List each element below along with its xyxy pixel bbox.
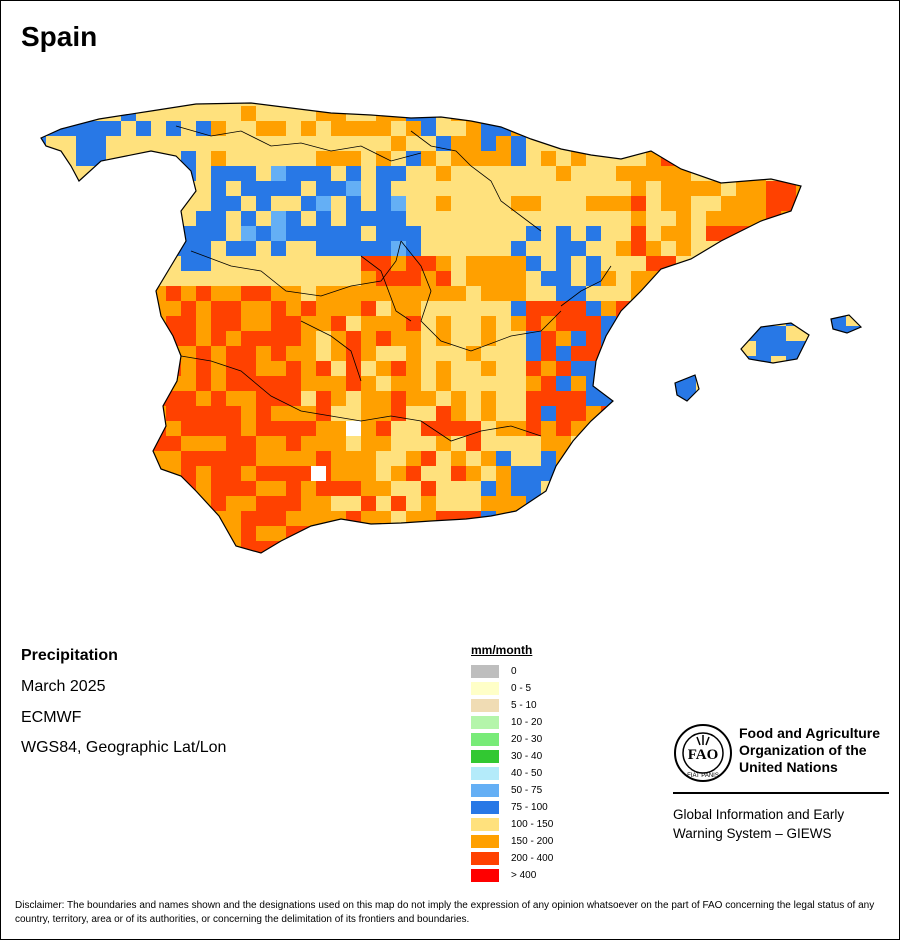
balearic-islands-grid [675,315,861,401]
precipitation-map [40,102,863,554]
legend-label: 50 - 75 [511,785,543,796]
legend-item: > 400 [471,867,536,884]
legend-item: 20 - 30 [471,731,542,748]
legend-swatch [471,750,499,763]
legend: mm/month 0 0 - 5 5 - 10 10 - 20 20 - 30 30 - … [471,643,553,884]
legend-item: 200 - 400 [471,850,553,867]
legend-item: 10 - 20 [471,714,542,731]
giews-name: Global Information and Early Warning Sys… [673,807,845,841]
legend-item: 150 - 200 [471,833,553,850]
variable-label: Precipitation [21,647,118,664]
precipitation-grid [41,103,801,553]
legend-label: 100 - 150 [511,819,554,830]
legend-swatch [471,716,499,729]
region-boundaries [175,125,612,442]
legend-swatch [471,784,499,797]
legend-label: 40 - 50 [511,768,543,779]
legend-item: 0 - 5 [471,680,532,697]
fao-logo-icon: FAO FIAT PANIS [674,724,732,782]
legend-swatch [471,767,499,780]
legend-item: 50 - 75 [471,782,542,799]
disclaimer: Disclaimer: The boundaries and names sho… [15,900,875,925]
legend-label: 5 - 10 [511,700,537,711]
legend-label: 0 [511,666,517,677]
legend-title: mm/month [471,643,533,657]
legend-label: 30 - 40 [511,751,543,762]
legend-swatch [471,682,499,695]
fao-name: Food and Agriculture Organization of the… [739,725,881,775]
projection-label: WGS84, Geographic Lat/Lon [21,739,227,756]
map-title: Spain [21,21,98,52]
legend-item: 30 - 40 [471,748,542,765]
svg-text:FIAT PANIS: FIAT PANIS [687,773,719,779]
legend-swatch [471,801,499,814]
legend-swatch [471,665,499,678]
legend-label: 75 - 100 [511,802,548,813]
legend-label: 10 - 20 [511,717,543,728]
legend-label: 0 - 5 [511,683,532,694]
legend-label: 200 - 400 [511,853,554,864]
legend-swatch [471,699,499,712]
legend-swatch [471,869,499,882]
legend-item: 5 - 10 [471,697,537,714]
legend-label: 150 - 200 [511,836,554,847]
legend-label: > 400 [511,870,537,881]
legend-items: 0 0 - 5 5 - 10 10 - 20 20 - 30 30 - 40 40 - 50… [471,663,553,884]
legend-swatch [471,852,499,865]
legend-swatch [471,818,499,831]
legend-item: 40 - 50 [471,765,542,782]
model-label: ECMWF [21,709,82,726]
divider [673,792,889,794]
period-label: March 2025 [21,678,106,695]
legend-item: 75 - 100 [471,799,548,816]
legend-item: 0 [471,663,532,680]
legend-item: 100 - 150 [471,816,553,833]
country-boundary [40,102,863,554]
legend-swatch [471,733,499,746]
legend-label: 20 - 30 [511,734,543,745]
svg-text:FAO: FAO [688,747,719,763]
legend-swatch [471,835,499,848]
